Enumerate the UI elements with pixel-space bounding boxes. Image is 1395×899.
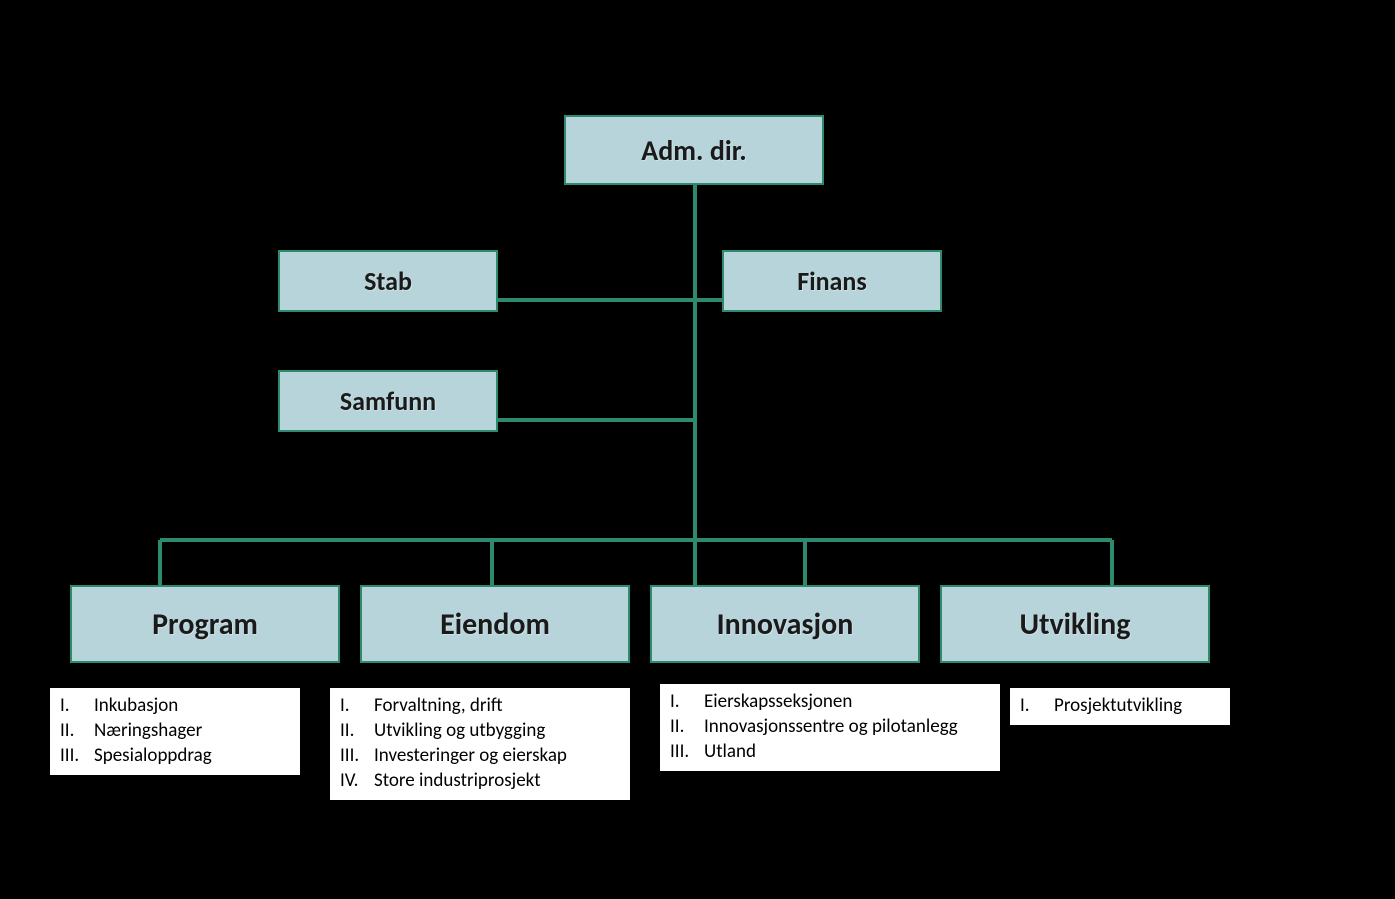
node-eiendom: Eiendom	[360, 585, 630, 663]
node-label: Innovasjon	[717, 606, 854, 643]
list-item-text: Prosjektutvikling	[1054, 694, 1186, 719]
node-label: Stab	[364, 265, 412, 297]
list-innovasjon: I.EierskapsseksjonenII.Innovasjonssentre…	[660, 684, 1000, 771]
list-program: I.InkubasjonII.NæringshagerIII.Spesialop…	[50, 688, 300, 775]
list-item-numeral: II.	[340, 719, 374, 744]
node-label: Finans	[797, 265, 866, 297]
list-eiendom: I.Forvaltning, driftII.Utvikling og utby…	[330, 688, 630, 800]
node-label: Adm. dir.	[641, 133, 746, 168]
list-item-numeral: I.	[60, 694, 94, 719]
node-innovasjon: Innovasjon	[650, 585, 920, 663]
list-item-numeral: I.	[340, 694, 374, 719]
node-finans: Finans	[722, 250, 942, 312]
list-item-text: Inkubasjon	[94, 694, 216, 719]
list-item-text: Store industriprosjekt	[374, 769, 571, 794]
list-item-text: Investeringer og eierskap	[374, 744, 571, 769]
list-item-text: Spesialoppdrag	[94, 744, 216, 769]
list-item-text: Utvikling og utbygging	[374, 719, 571, 744]
list-item-numeral: II.	[670, 715, 704, 740]
list-utvikling: I.Prosjektutvikling	[1010, 688, 1230, 725]
list-item-numeral: III.	[60, 744, 94, 769]
list-item-numeral: IV.	[340, 769, 374, 794]
node-program: Program	[70, 585, 340, 663]
list-item-text: Utland	[704, 740, 962, 765]
list-item-numeral: III.	[340, 744, 374, 769]
node-stab: Stab	[278, 250, 498, 312]
node-label: Utvikling	[1019, 606, 1130, 643]
list-item-text: Forvaltning, drift	[374, 694, 571, 719]
list-item-numeral: III.	[670, 740, 704, 765]
node-samfunn: Samfunn	[278, 370, 498, 432]
list-item-numeral: I.	[1020, 694, 1054, 719]
list-item-text: Næringshager	[94, 719, 216, 744]
node-label: Samfunn	[340, 385, 436, 417]
list-item-numeral: II.	[60, 719, 94, 744]
node-utvikling: Utvikling	[940, 585, 1210, 663]
list-item-numeral: I.	[670, 690, 704, 715]
list-item-text: Eierskapsseksjonen	[704, 690, 962, 715]
node-label: Eiendom	[440, 606, 550, 643]
node-adm-dir: Adm. dir.	[564, 115, 824, 185]
node-label: Program	[152, 606, 258, 643]
list-item-text: Innovasjonssentre og pilotanlegg	[704, 715, 962, 740]
